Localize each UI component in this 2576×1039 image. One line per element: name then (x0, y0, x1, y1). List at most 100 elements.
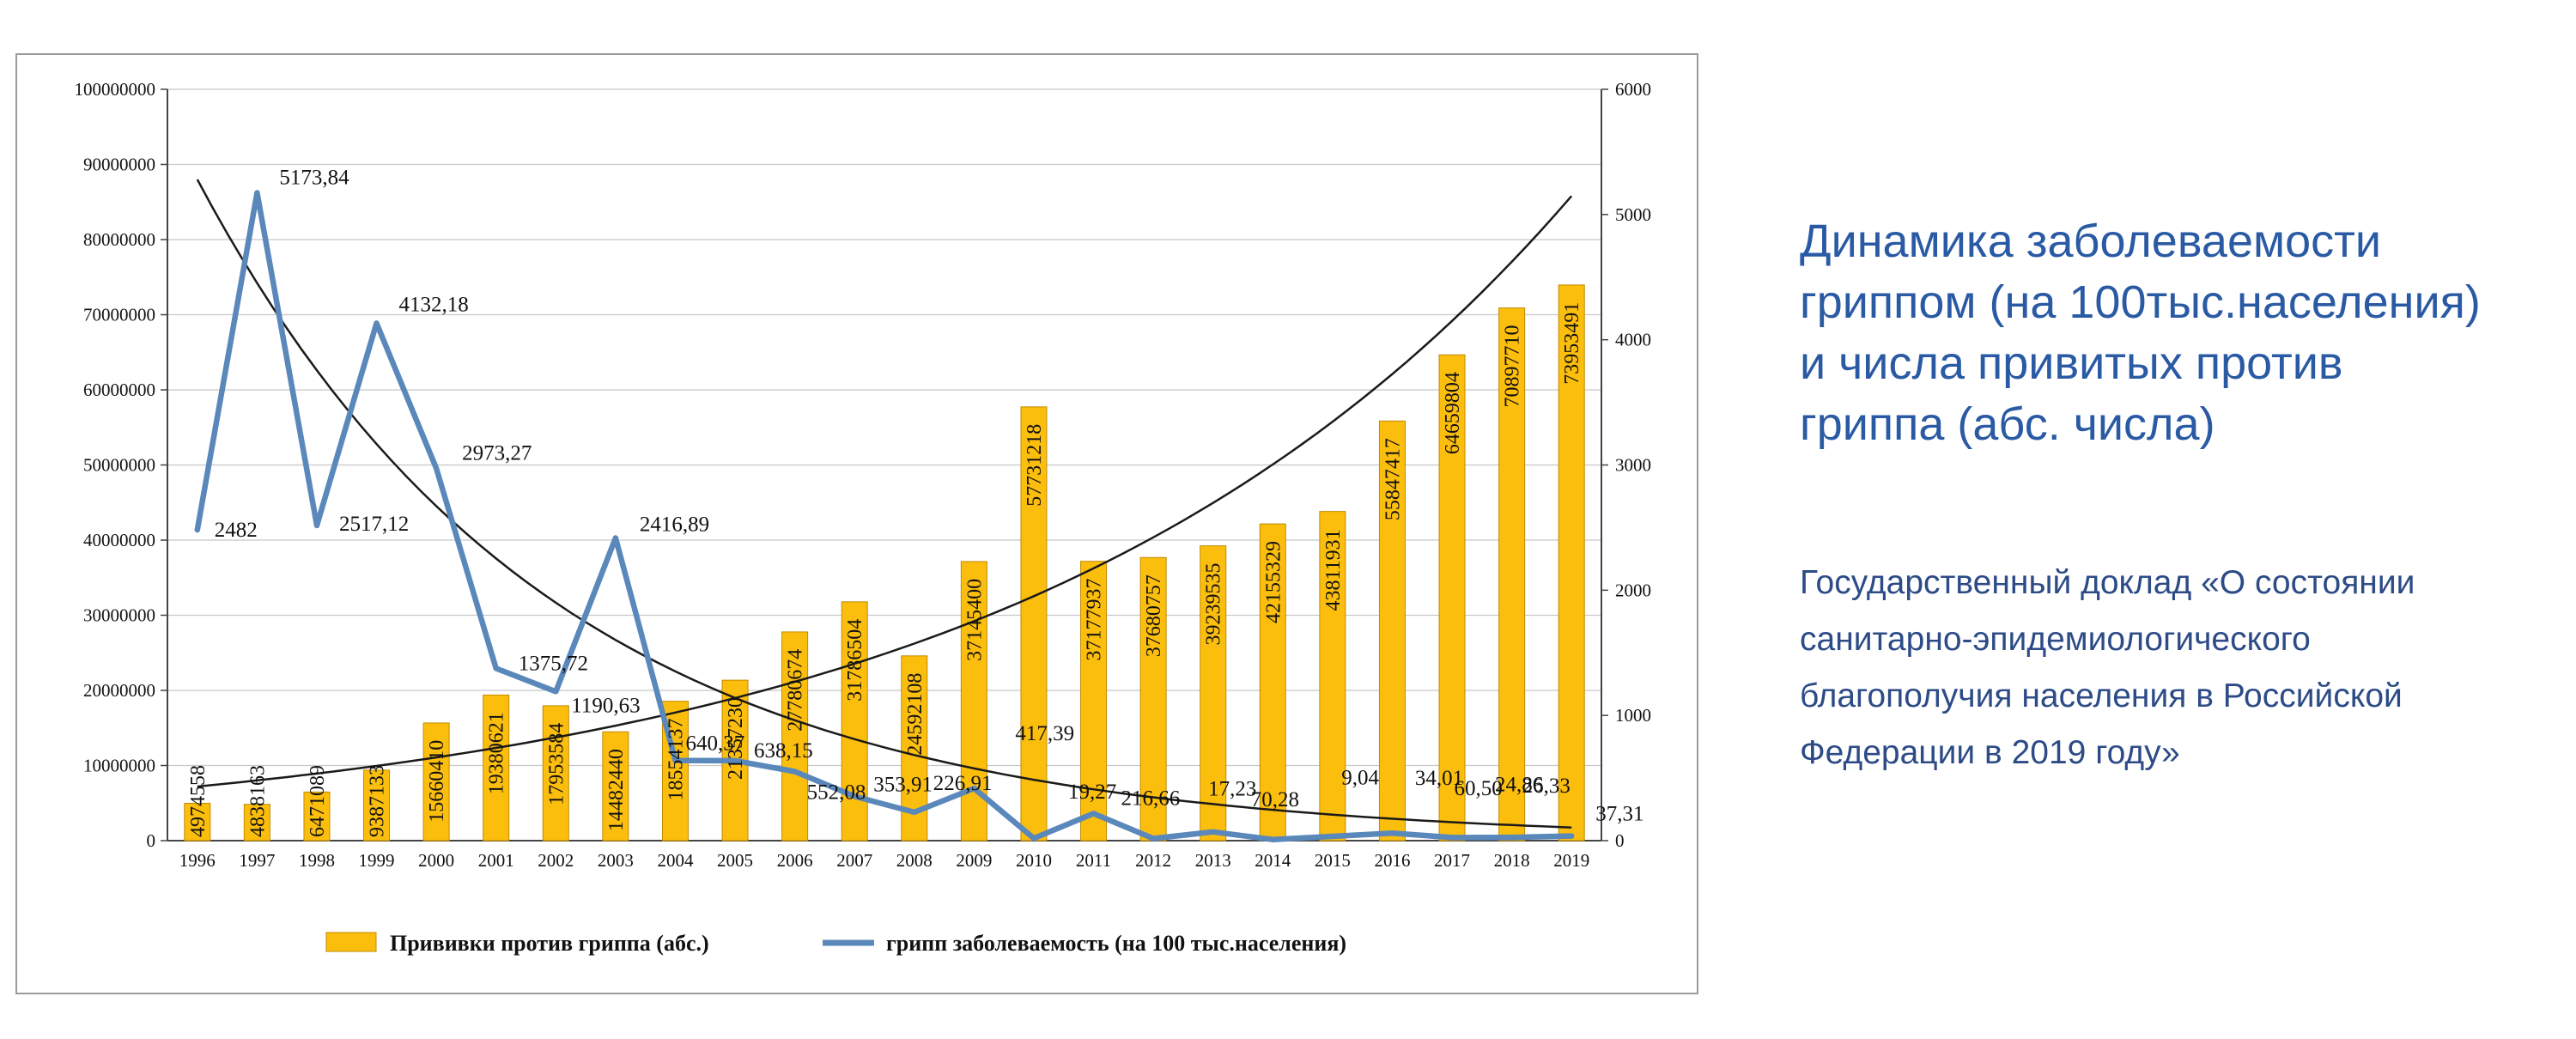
svg-text:1000: 1000 (1615, 705, 1651, 726)
svg-text:60,50: 60,50 (1454, 777, 1502, 800)
svg-text:640,37: 640,37 (685, 732, 744, 756)
svg-text:2004: 2004 (657, 850, 694, 871)
subtitle-line: благополучия населения в Российской (1800, 677, 2403, 714)
svg-text:64659804: 64659804 (1442, 372, 1464, 454)
svg-text:37177937: 37177937 (1084, 579, 1106, 661)
slide-title: Динамика заболеваемости гриппом (на 100т… (1800, 211, 2564, 455)
svg-text:2017: 2017 (1434, 850, 1470, 871)
incidence-line (194, 190, 1575, 842)
side-text-block: Динамика заболеваемости гриппом (на 100т… (1800, 211, 2564, 781)
svg-text:40000000: 40000000 (83, 530, 155, 550)
svg-text:70,28: 70,28 (1251, 788, 1299, 811)
svg-text:2006: 2006 (777, 850, 813, 871)
svg-text:2012: 2012 (1135, 850, 1171, 871)
svg-text:19,27: 19,27 (1068, 781, 1116, 804)
svg-text:2014: 2014 (1255, 850, 1291, 871)
right-axis-labels: 0 1000 2000 3000 4000 5000 6000 (1601, 79, 1651, 851)
incidence-point-labels: 2482 5173,84 2517,12 4132,18 2973,27 1375,72 1… (215, 166, 1644, 825)
svg-text:2416,89: 2416,89 (640, 513, 709, 537)
svg-text:39239535: 39239535 (1203, 562, 1225, 645)
svg-text:226,91: 226,91 (933, 772, 993, 795)
svg-text:5173,84: 5173,84 (279, 166, 349, 189)
svg-text:6000: 6000 (1615, 79, 1651, 100)
svg-text:1998: 1998 (299, 850, 335, 871)
svg-text:70000000: 70000000 (83, 305, 155, 325)
svg-text:60000000: 60000000 (83, 380, 155, 400)
svg-text:80000000: 80000000 (83, 229, 155, 250)
svg-text:100000000: 100000000 (75, 79, 156, 100)
title-line: Динамика заболеваемости (1800, 216, 2382, 267)
svg-text:37680757: 37680757 (1143, 574, 1165, 657)
svg-text:1999: 1999 (359, 850, 395, 871)
svg-text:2482: 2482 (215, 519, 258, 542)
svg-text:2973,27: 2973,27 (462, 441, 532, 465)
vaccination-bars (184, 284, 1585, 842)
svg-text:2517,12: 2517,12 (339, 513, 409, 536)
svg-text:5000: 5000 (1615, 204, 1651, 225)
subtitle-line: Федерации в 2019 году» (1800, 734, 2180, 771)
svg-text:4000: 4000 (1615, 330, 1651, 350)
svg-text:2019: 2019 (1553, 850, 1589, 871)
svg-text:50000000: 50000000 (83, 455, 155, 476)
legend-bar-swatch (325, 932, 377, 952)
svg-text:2008: 2008 (896, 850, 933, 871)
svg-text:417,39: 417,39 (1015, 722, 1074, 745)
svg-text:2018: 2018 (1494, 850, 1530, 871)
svg-text:2015: 2015 (1315, 850, 1351, 871)
svg-text:2005: 2005 (717, 850, 753, 871)
svg-text:90000000: 90000000 (83, 155, 155, 175)
svg-text:2011: 2011 (1076, 850, 1111, 871)
svg-text:19380621: 19380621 (486, 712, 508, 794)
subtitle-line: санитарно-эпидемиологического (1800, 621, 2311, 658)
subtitle-line: Государственный доклад «О состоянии (1800, 564, 2415, 601)
svg-text:18554137: 18554137 (665, 718, 687, 800)
svg-text:3000: 3000 (1615, 455, 1651, 476)
svg-text:1375,72: 1375,72 (519, 652, 588, 675)
svg-text:9,04: 9,04 (1341, 767, 1379, 790)
svg-text:9387133: 9387133 (367, 765, 389, 837)
svg-text:216,66: 216,66 (1121, 787, 1181, 810)
svg-text:6471089: 6471089 (307, 765, 329, 837)
svg-text:2013: 2013 (1195, 850, 1231, 871)
legend-bar-label: Прививки против гриппа (абс.) (390, 931, 709, 956)
svg-text:21357230: 21357230 (725, 697, 747, 780)
svg-text:1997: 1997 (239, 850, 275, 871)
svg-text:552,08: 552,08 (807, 781, 866, 804)
slide-subtitle: Государственный доклад «О состоянии сани… (1800, 555, 2564, 781)
svg-text:20000000: 20000000 (83, 680, 155, 701)
svg-text:30000000: 30000000 (83, 605, 155, 626)
svg-text:34,01: 34,01 (1415, 767, 1463, 790)
svg-text:42155329: 42155329 (1262, 541, 1285, 623)
title-line: и числа привитых против (1800, 337, 2343, 389)
svg-text:4132,18: 4132,18 (399, 293, 469, 316)
flu-vaccination-incidence-chart: 0 10000000 20000000 30000000 40000000 5000000… (75, 79, 1652, 956)
svg-text:55847417: 55847417 (1382, 438, 1404, 520)
svg-text:2000: 2000 (418, 850, 454, 871)
svg-text:638,15: 638,15 (754, 739, 813, 763)
svg-text:2000: 2000 (1615, 580, 1651, 600)
svg-text:1996: 1996 (179, 850, 216, 871)
svg-text:73953491: 73953491 (1561, 302, 1583, 385)
svg-text:24,86: 24,86 (1495, 773, 1543, 796)
svg-text:70897710: 70897710 (1502, 325, 1524, 407)
svg-text:17953584: 17953584 (545, 723, 568, 805)
svg-text:15660410: 15660410 (426, 740, 448, 823)
legend: Прививки против гриппа (абс.) грипп забол… (325, 931, 1346, 956)
svg-text:14482440: 14482440 (605, 749, 628, 831)
svg-text:24592108: 24592108 (904, 673, 927, 756)
svg-text:2003: 2003 (598, 850, 634, 871)
svg-text:2002: 2002 (538, 850, 574, 871)
svg-text:2010: 2010 (1016, 850, 1052, 871)
svg-text:37145400: 37145400 (963, 579, 986, 661)
trend-lines (196, 179, 1573, 829)
left-axis-labels: 0 10000000 20000000 30000000 40000000 5000000… (75, 79, 167, 851)
svg-text:4838163: 4838163 (246, 765, 269, 837)
svg-text:43811931: 43811931 (1322, 529, 1345, 611)
year-axis-labels: 1996 1997 1998 1999 2000 2001 2002 2003 2004 2005… (179, 850, 1589, 871)
svg-text:17,23: 17,23 (1208, 777, 1256, 800)
svg-text:2001: 2001 (478, 850, 514, 871)
title-line: гриппом (на 100тыс.населения) (1800, 276, 2481, 328)
bar-value-labels: 4974558 4838163 6471089 9387133 15660410 1938… (187, 302, 1583, 837)
title-line: гриппа (абс. числа) (1800, 398, 2215, 450)
